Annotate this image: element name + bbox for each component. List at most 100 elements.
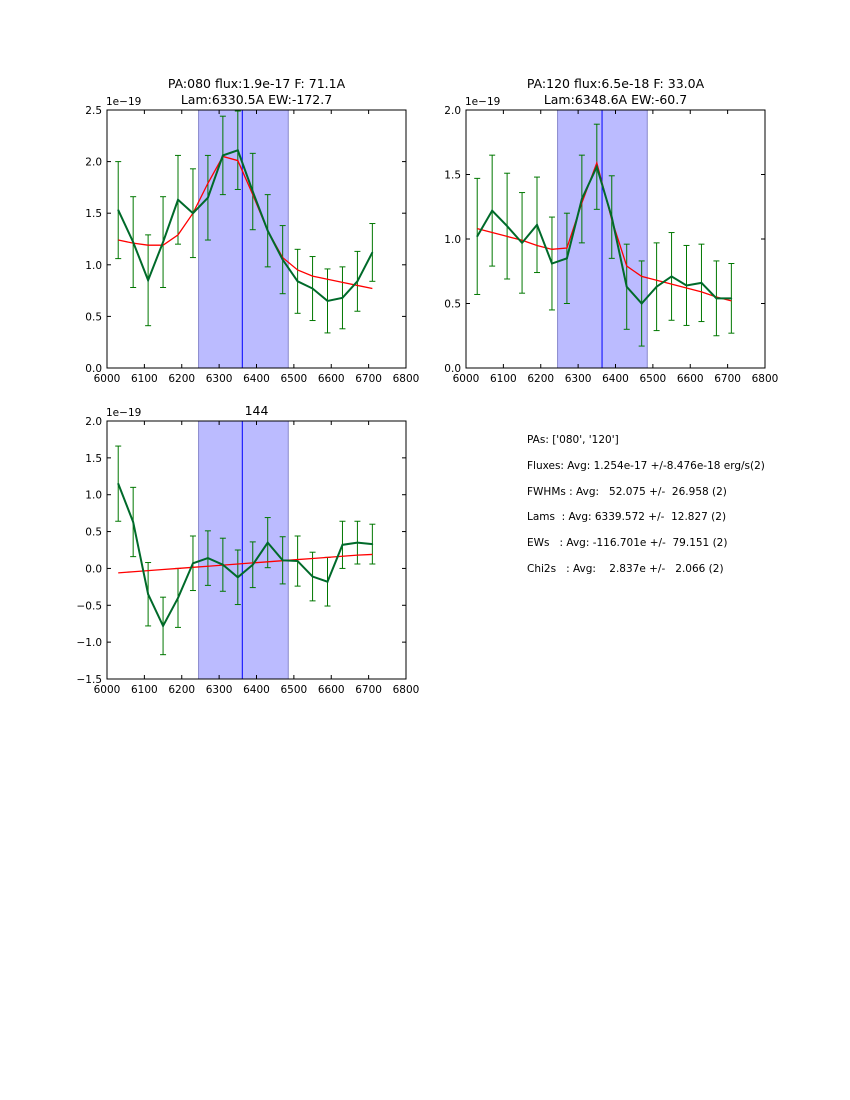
x-tick-label: 6400 <box>602 373 629 385</box>
data-point <box>341 297 344 299</box>
highlight-span <box>198 110 289 368</box>
data-point <box>117 209 120 211</box>
y-tick-label: 0.0 <box>444 363 461 375</box>
stats-fluxes: Fluxes: Avg: 1.254e-17 +/-8.476e-18 erg/… <box>527 459 765 472</box>
data-point <box>371 543 374 545</box>
data-point <box>476 235 479 238</box>
x-tick-label: 6000 <box>94 373 121 385</box>
x-tick-label: 6100 <box>131 684 158 696</box>
y-tick-label: 1.5 <box>85 208 102 220</box>
data-point <box>296 560 299 562</box>
data-line <box>117 483 373 629</box>
data-point <box>311 287 314 290</box>
data-point <box>192 212 194 214</box>
data-point <box>162 625 164 627</box>
x-tick-label: 6500 <box>640 373 667 385</box>
x-tick-label: 6400 <box>243 373 270 385</box>
x-tick-label: 6600 <box>677 373 704 385</box>
y-tick-label: 1.5 <box>444 170 461 182</box>
y-tick-label: 0.0 <box>85 363 102 375</box>
data-point <box>715 297 718 300</box>
data-point <box>266 541 269 544</box>
data-point <box>222 154 224 157</box>
data-point <box>222 563 224 566</box>
data-point <box>251 563 254 566</box>
x-tick-label: 6100 <box>131 373 158 385</box>
x-tick-label: 6800 <box>393 684 420 696</box>
y-tick-label: 0.5 <box>85 311 102 323</box>
y-tick-label: 2.0 <box>85 157 102 169</box>
data-point <box>640 302 643 305</box>
data-point <box>670 275 673 278</box>
data-point <box>237 576 239 579</box>
data-line <box>476 163 732 306</box>
data-point <box>521 242 523 244</box>
subplot-1: 6000 6100 6200 6300 6400 6500 6600 6700 6800 0.0 0… <box>85 76 419 385</box>
chart-title-line: PA:080 flux:1.9e-17 F: 71.1A <box>168 76 346 91</box>
x-tick-label: 6500 <box>281 684 308 696</box>
x-tick-label: 6500 <box>281 373 308 385</box>
y-tick-label: 1.5 <box>85 453 102 465</box>
y-tick-label: 0.5 <box>85 527 102 539</box>
x-tick-label: 6200 <box>527 373 554 385</box>
data-point <box>192 562 194 565</box>
data-point <box>266 229 269 232</box>
y-offset-label: 1e−19 <box>106 407 141 419</box>
data-point <box>326 580 329 583</box>
data-point <box>117 482 120 485</box>
x-tick-label: 6700 <box>355 684 382 696</box>
subplot-2: 6000 6100 6200 6300 6400 6500 6600 6700 6800 0.0 0… <box>444 76 778 385</box>
data-point <box>551 262 553 265</box>
data-point <box>341 544 344 546</box>
y-offset-label: 1e−19 <box>465 96 500 108</box>
plot-area <box>474 110 735 368</box>
fit-line <box>118 553 373 574</box>
y-tick-label: 1.0 <box>85 490 102 502</box>
data-point <box>685 284 688 287</box>
data-point <box>700 282 703 284</box>
x-tick-label: 6200 <box>168 373 195 385</box>
stats-lams: Lams : Avg: 6339.572 +/- 12.827 (2) <box>527 511 727 524</box>
x-tick-label: 6200 <box>168 684 195 696</box>
y-tick-label: 0.0 <box>85 563 102 575</box>
fit-line <box>118 155 373 290</box>
x-tick-label: 6000 <box>453 373 480 385</box>
data-point <box>177 597 179 599</box>
y-tick-label: −0.5 <box>77 600 103 612</box>
data-point <box>625 285 628 288</box>
x-tick-label: 6300 <box>206 373 233 385</box>
x-tick-label: 6800 <box>393 373 420 385</box>
y-tick-label: 2.0 <box>444 105 461 117</box>
data-point <box>147 593 149 596</box>
y-tick-label: 2.0 <box>85 416 102 428</box>
stats-ews: EWs : Avg: -116.701e +/- 79.151 (2) <box>527 537 728 550</box>
data-point <box>162 241 164 243</box>
data-point <box>177 198 179 201</box>
data-point <box>596 165 598 168</box>
y-offset-label: 1e−19 <box>106 96 141 108</box>
x-tick-label: 6300 <box>565 373 592 385</box>
stats-pas: PAs: ['080', '120'] <box>527 434 619 446</box>
chart-title-line: 144 <box>245 403 269 418</box>
data-point <box>281 559 284 562</box>
stats-chi2s: Chi2s : Avg: 2.837e +/- 2.066 (2) <box>527 562 724 575</box>
data-point <box>311 575 314 578</box>
x-tick-label: 6600 <box>318 684 345 696</box>
data-point <box>326 300 329 302</box>
y-tick-label: −1.5 <box>77 674 103 686</box>
data-point <box>207 557 209 559</box>
data-point <box>536 224 538 226</box>
data-point <box>281 258 284 261</box>
data-point <box>207 196 209 199</box>
plot-area <box>115 421 376 679</box>
y-tick-label: −1.0 <box>77 637 103 649</box>
x-tick-label: 6700 <box>714 373 741 385</box>
x-tick-label: 6800 <box>752 373 779 385</box>
x-tick-label: 6700 <box>355 373 382 385</box>
plot-area <box>115 110 376 368</box>
y-tick-label: 1.0 <box>444 234 461 246</box>
data-point <box>655 285 658 288</box>
data-point <box>251 190 254 193</box>
x-tick-label: 6100 <box>490 373 517 385</box>
data-point <box>506 225 508 227</box>
